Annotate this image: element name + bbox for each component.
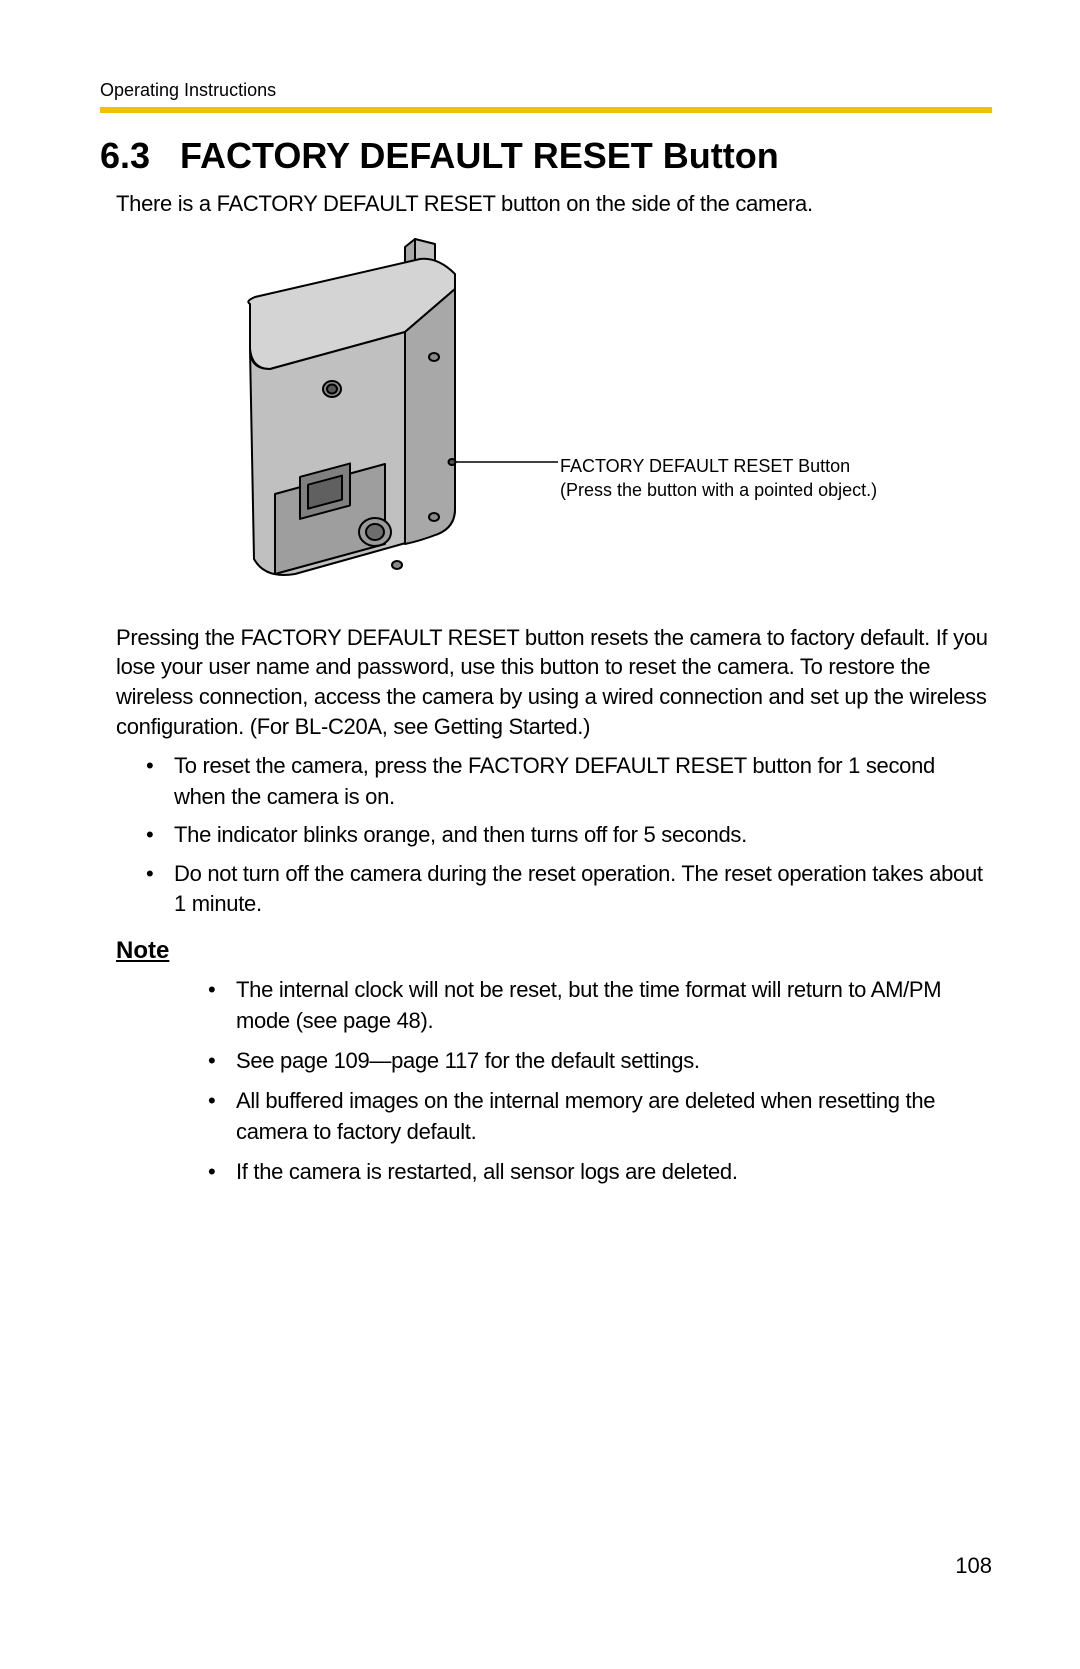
section-number: 6.3 (100, 135, 150, 177)
note-item: If the camera is restarted, all sensor l… (200, 1157, 992, 1187)
body-paragraph: Pressing the FACTORY DEFAULT RESET butto… (116, 623, 992, 742)
figure-callout: FACTORY DEFAULT RESET Button (Press the … (560, 454, 877, 503)
note-item: See page 109—page 117 for the default se… (200, 1046, 992, 1076)
note-item: All buffered images on the internal memo… (200, 1086, 992, 1147)
manual-page: Operating Instructions 6.3 FACTORY DEFAU… (0, 0, 1080, 1669)
intro-paragraph: There is a FACTORY DEFAULT RESET button … (116, 189, 992, 219)
device-figure: FACTORY DEFAULT RESET Button (Press the … (180, 229, 992, 609)
callout-subtitle: (Press the button with a pointed object.… (560, 478, 877, 502)
page-number: 108 (955, 1553, 992, 1579)
bullet-item: The indicator blinks orange, and then tu… (138, 820, 992, 850)
callout-title: FACTORY DEFAULT RESET Button (560, 454, 877, 478)
instruction-bullets: To reset the camera, press the FACTORY D… (138, 751, 992, 919)
section-heading: FACTORY DEFAULT RESET Button (180, 135, 779, 177)
note-bullets: The internal clock will not be reset, bu… (200, 975, 992, 1187)
section-title: 6.3 FACTORY DEFAULT RESET Button (100, 135, 992, 177)
note-heading: Note (116, 937, 992, 965)
header-rule (100, 107, 992, 113)
camera-illustration (180, 229, 560, 609)
bullet-item: To reset the camera, press the FACTORY D… (138, 751, 992, 812)
bullet-item: Do not turn off the camera during the re… (138, 859, 992, 920)
note-item: The internal clock will not be reset, bu… (200, 975, 992, 1036)
running-head: Operating Instructions (100, 80, 992, 101)
